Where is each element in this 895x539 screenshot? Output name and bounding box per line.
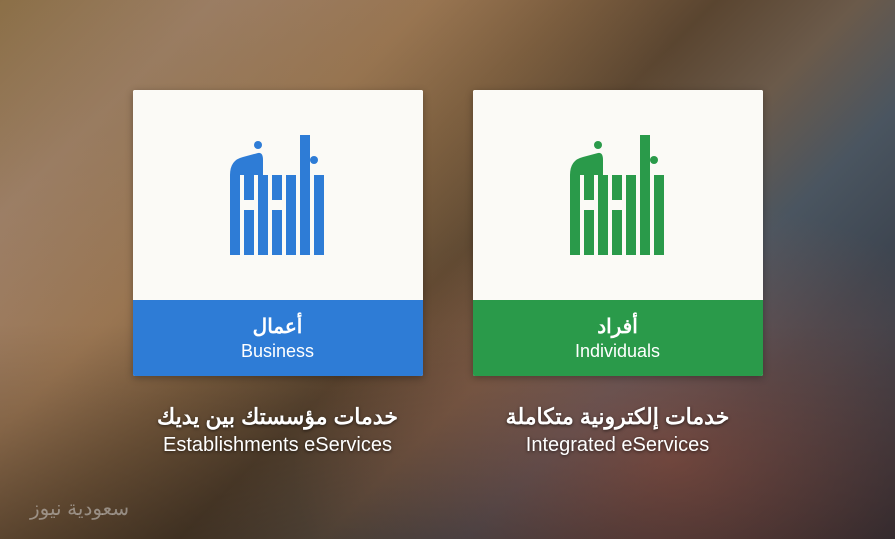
business-subtitle-en: Establishments eServices [157, 434, 398, 457]
watermark: سعودية نيوز [30, 496, 129, 521]
individuals-logo-area [473, 90, 763, 300]
business-card[interactable]: أعمال Business خدمات مؤسستك بين يديك Est… [133, 90, 423, 457]
business-label-en: Business [143, 341, 413, 362]
business-card-box: أعمال Business [133, 90, 423, 376]
business-label-ar: أعمال [143, 314, 413, 339]
individuals-subtitle-en: Integrated eServices [506, 434, 730, 457]
business-label-band: أعمال Business [133, 300, 423, 376]
individuals-card-box: أفراد Individuals [473, 90, 763, 376]
individuals-label-band: أفراد Individuals [473, 300, 763, 376]
business-logo-area [133, 90, 423, 300]
absher-logo-green [548, 115, 688, 275]
individuals-card[interactable]: أفراد Individuals خدمات إلكترونية متكامل… [473, 90, 763, 457]
absher-logo-blue [208, 115, 348, 275]
individuals-subtitle-ar: خدمات إلكترونية متكاملة [506, 404, 730, 430]
cards-container: أعمال Business خدمات مؤسستك بين يديك Est… [0, 0, 895, 457]
business-subtitle-ar: خدمات مؤسستك بين يديك [157, 404, 398, 430]
individuals-label-en: Individuals [483, 341, 753, 362]
individuals-label-ar: أفراد [483, 314, 753, 339]
business-subtitle: خدمات مؤسستك بين يديك Establishments eSe… [157, 404, 398, 457]
individuals-subtitle: خدمات إلكترونية متكاملة Integrated eServ… [506, 404, 730, 457]
